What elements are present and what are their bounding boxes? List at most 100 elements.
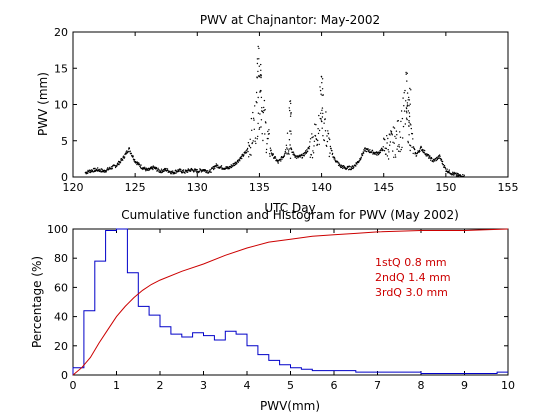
pwv-point <box>406 104 409 106</box>
pwv-point <box>320 93 322 95</box>
pwv-point <box>286 153 288 155</box>
pwv-point <box>290 102 292 105</box>
pwv-point <box>408 99 411 101</box>
pwv-point <box>361 153 363 155</box>
pwv-point <box>172 170 174 172</box>
pwv-point <box>334 158 336 160</box>
pwv-point <box>238 158 241 160</box>
pwv-point <box>394 156 397 158</box>
pwv-point <box>289 157 292 159</box>
pwv-point <box>407 140 409 143</box>
pwv-point <box>120 159 122 162</box>
pwv-point <box>247 142 250 144</box>
pwv-point <box>411 133 414 135</box>
pwv-point <box>432 159 434 162</box>
histogram-bar <box>149 315 160 375</box>
pwv-point <box>322 135 324 137</box>
pwv-point <box>408 96 410 99</box>
pwv-point <box>181 172 184 174</box>
pwv-point <box>243 154 245 156</box>
pwv-point <box>372 151 375 153</box>
bottom-ytick-label: 60 <box>54 281 68 294</box>
pwv-point <box>182 170 184 172</box>
top-xtick-label: 150 <box>435 181 456 194</box>
pwv-point <box>268 129 270 131</box>
pwv-point <box>253 128 255 130</box>
pwv-point <box>236 159 239 162</box>
top-xtick-label: 145 <box>373 181 394 194</box>
pwv-point <box>266 143 268 145</box>
pwv-point <box>329 152 331 154</box>
pwv-point <box>252 111 254 114</box>
pwv-point <box>166 168 169 170</box>
pwv-point <box>251 142 254 144</box>
pwv-point <box>263 99 266 102</box>
pwv-point <box>387 149 389 151</box>
pwv-point <box>312 150 314 152</box>
pwv-point <box>237 161 239 163</box>
pwv-point <box>304 151 307 153</box>
pwv-point <box>259 74 262 76</box>
bottom-ytick-label: 100 <box>47 223 68 236</box>
pwv-point <box>448 169 450 171</box>
pwv-point <box>319 89 322 92</box>
pwv-point <box>280 160 282 162</box>
pwv-point <box>303 155 305 157</box>
pwv-point <box>358 160 361 162</box>
top-ytick-label: 5 <box>61 135 68 148</box>
pwv-point <box>170 173 172 175</box>
pwv-point <box>160 172 162 174</box>
pwv-point <box>293 153 295 155</box>
pwv-point <box>414 148 416 151</box>
histogram-series <box>72 228 508 375</box>
pwv-point <box>154 166 156 168</box>
pwv-point <box>139 165 141 167</box>
pwv-point <box>257 70 259 73</box>
pwv-point <box>386 135 388 137</box>
pwv-point <box>367 148 369 150</box>
pwv-point <box>250 154 252 156</box>
pwv-point <box>131 154 133 157</box>
pwv-point <box>376 154 378 156</box>
pwv-point <box>270 149 272 151</box>
pwv-point <box>265 122 267 124</box>
pwv-point <box>442 163 445 166</box>
pwv-point <box>290 133 292 135</box>
pwv-point <box>268 153 271 155</box>
bottom-ytick-label: 80 <box>54 252 68 265</box>
pwv-point <box>393 142 395 144</box>
pwv-point <box>130 152 132 155</box>
pwv-point <box>363 150 365 152</box>
pwv-point <box>358 161 360 163</box>
pwv-point <box>261 133 263 135</box>
top-xtick-label: 135 <box>249 181 270 194</box>
pwv-point <box>260 76 262 79</box>
pwv-point <box>171 171 173 174</box>
bottom-ytick-label: 40 <box>54 311 68 324</box>
pwv-point <box>405 110 408 113</box>
pwv-point <box>427 154 430 156</box>
pwv-point <box>429 155 431 157</box>
pwv-point <box>289 100 292 102</box>
pwv-point <box>305 150 307 152</box>
pwv-point <box>285 144 288 146</box>
pwv-point <box>398 146 401 148</box>
histogram-bar <box>258 355 269 375</box>
pwv-point <box>324 130 327 132</box>
pwv-point <box>406 80 408 82</box>
pwv-point <box>350 168 352 171</box>
histogram-bar <box>388 372 399 375</box>
bottom-xtick-label: 9 <box>461 379 468 392</box>
pwv-point <box>384 139 386 141</box>
pwv-point <box>419 148 421 150</box>
bottom-xtick-label: 7 <box>374 379 381 392</box>
pwv-point <box>272 153 274 155</box>
pwv-point <box>260 63 262 66</box>
pwv-point <box>251 129 253 131</box>
pwv-point <box>239 157 242 160</box>
pwv-point <box>399 136 402 138</box>
top-ytick-label: 0 <box>61 171 68 184</box>
pwv-point <box>260 96 263 99</box>
pwv-point <box>233 164 236 167</box>
pwv-point <box>294 156 296 158</box>
